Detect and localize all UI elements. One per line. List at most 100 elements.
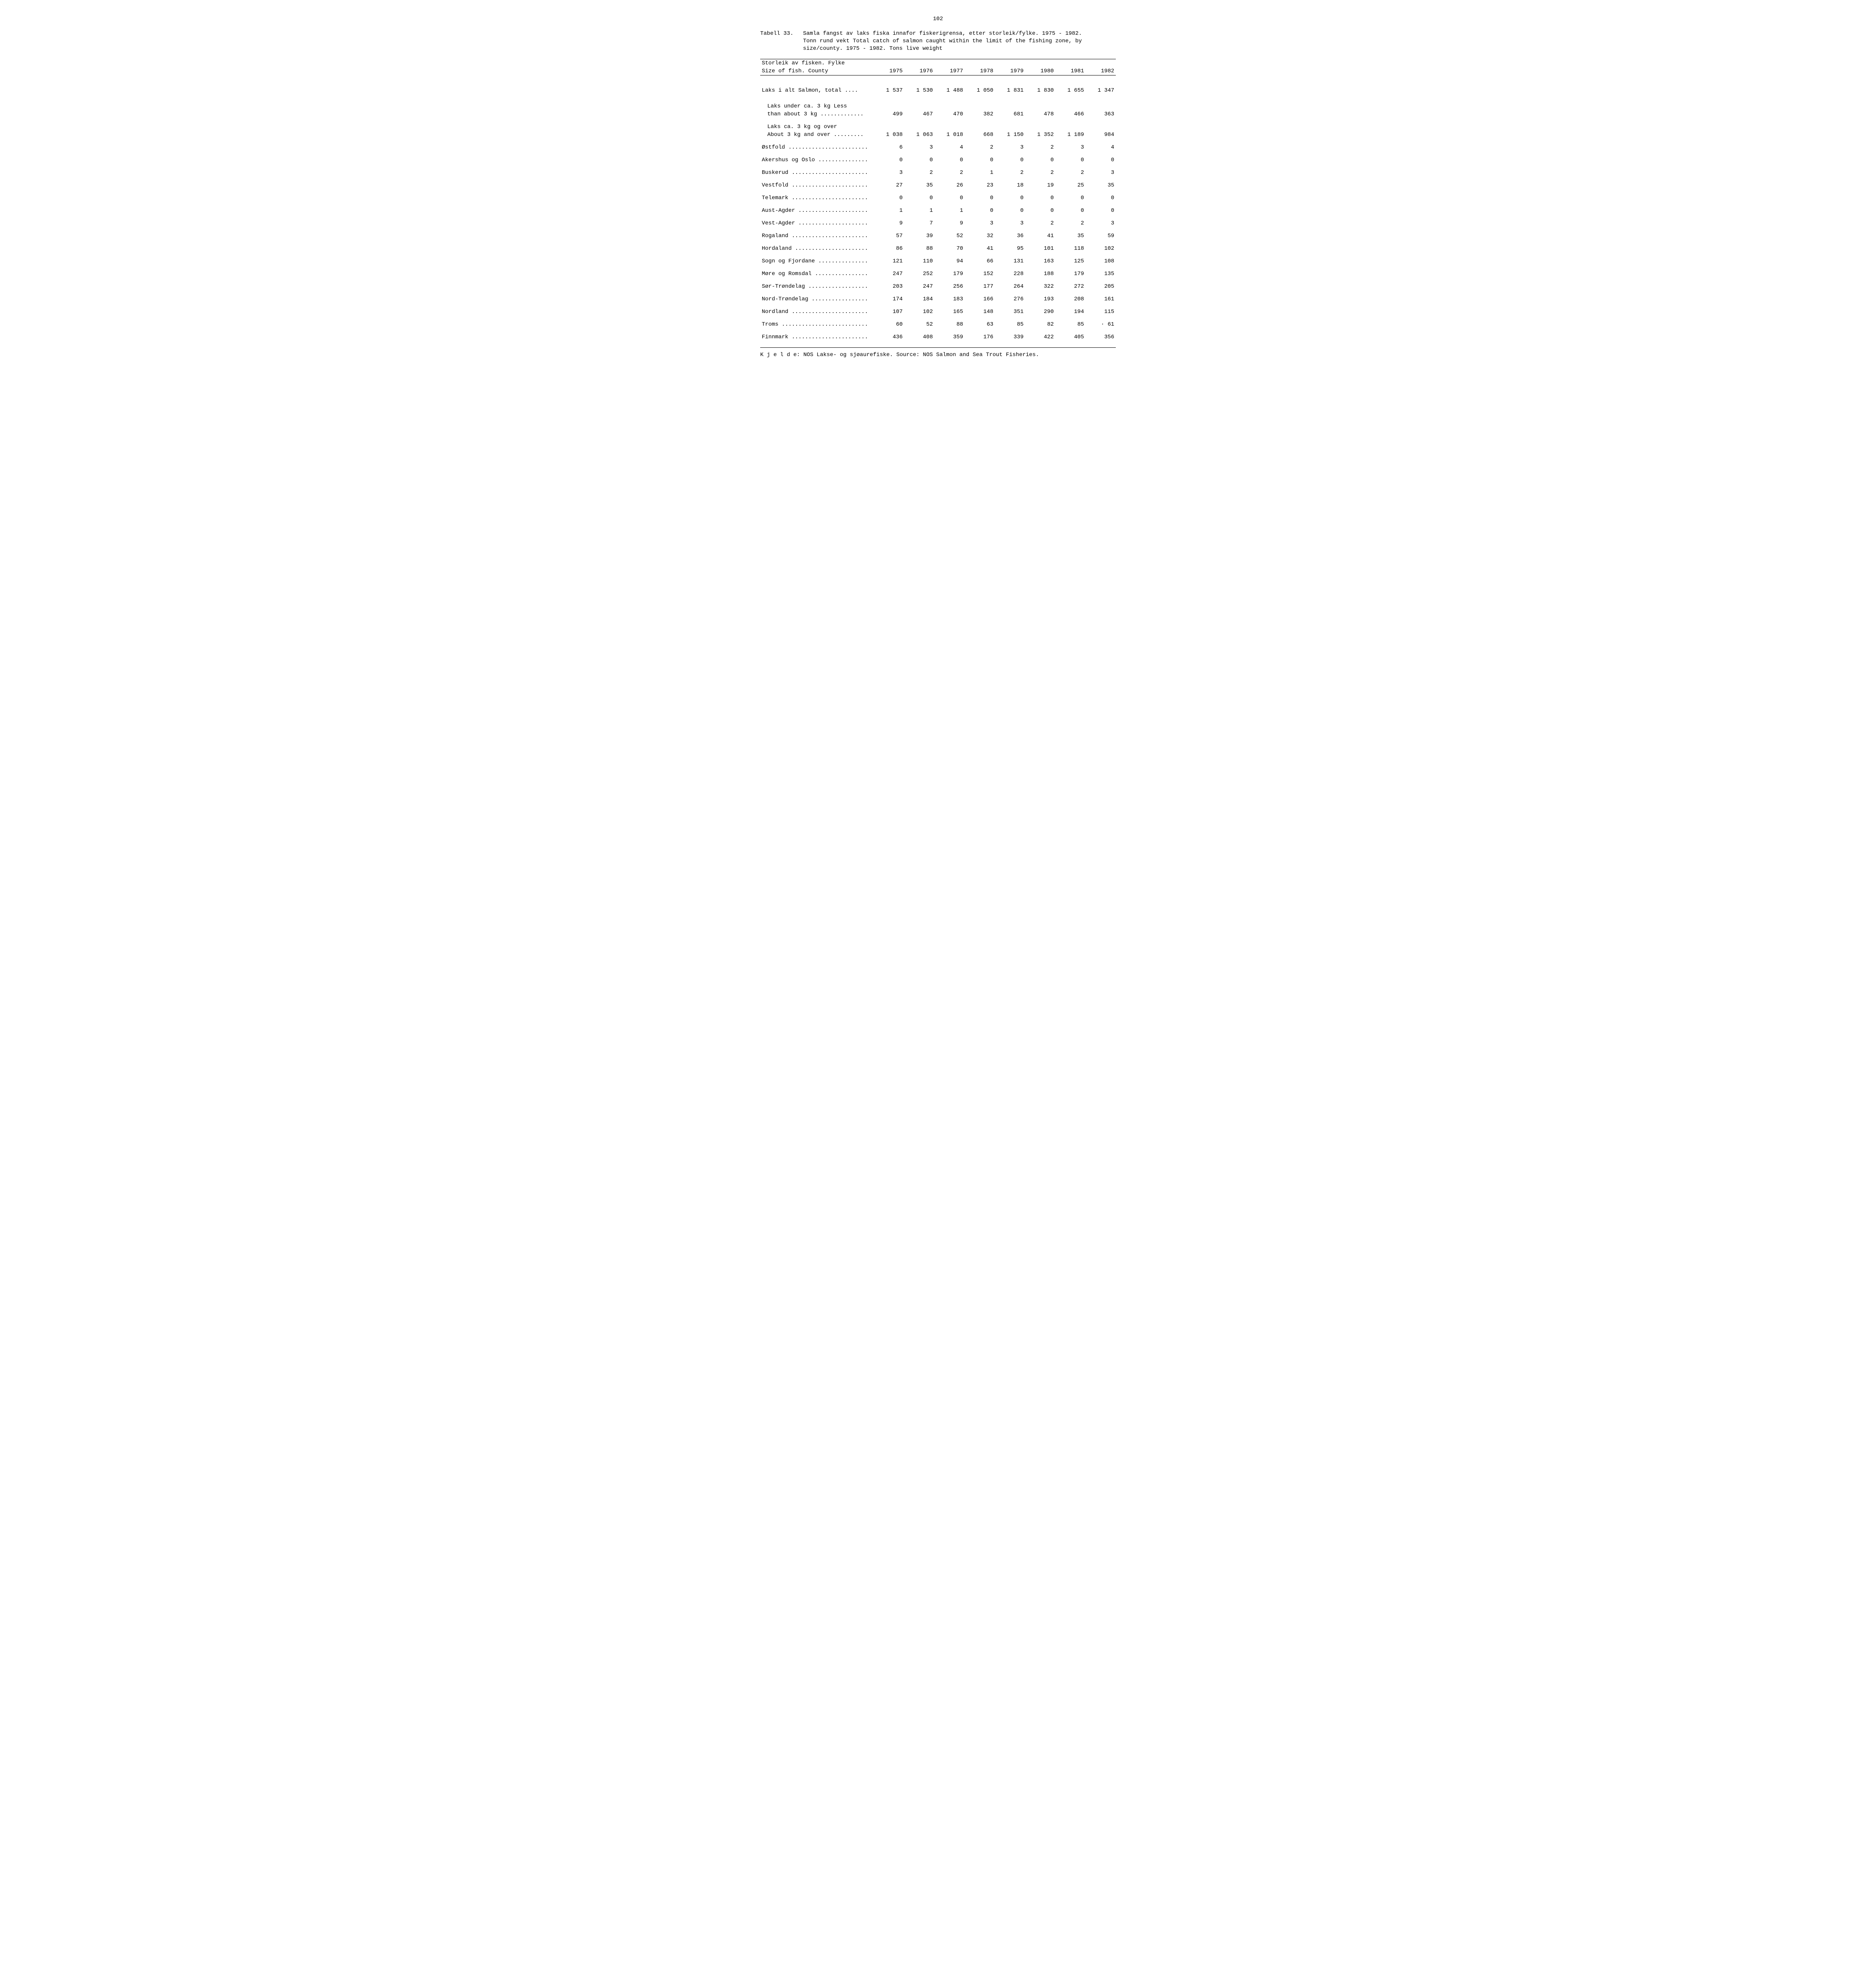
cell-finnmark-1976: 408 [904,333,935,341]
header-line2: Size of fish. County [760,67,874,75]
spacer-row [760,75,1116,87]
cell-total-1982: 1 347 [1086,87,1116,94]
row-label: Rogaland ....................... [760,232,874,240]
cell-austagder-1979: 0 [995,207,1025,215]
cell-hordaland-1978: 41 [965,245,995,253]
row-label: Buskerud ....................... [760,169,874,177]
cell-vestagder-1981: 2 [1055,219,1086,227]
row-label: Møre og Romsdal ................ [760,270,874,278]
cell-telemark-1978: 0 [965,194,995,202]
cell-under3-1978: 382 [965,110,995,118]
row-moreroms: Møre og Romsdal ................24725217… [760,270,1116,278]
cell-buskerud-1975: 3 [874,169,904,177]
row-label: Nordland ....................... [760,308,874,316]
cell-nordland-1976: 102 [904,308,935,316]
row-troms: Troms ..........................60528863… [760,321,1116,328]
cell-sognfj-1979: 131 [995,257,1025,265]
caption-line-3: size/county. 1975 - 1982. Tons live weig… [803,45,942,52]
cell-sortrond-1982: 205 [1086,283,1116,290]
spacer-row [760,164,1116,169]
cell-sognfj-1978: 66 [965,257,995,265]
cell-over3-1982: 984 [1086,131,1116,139]
row-label: Østfold ........................ [760,143,874,151]
cell-hordaland-1975: 86 [874,245,904,253]
spacer-row [760,189,1116,194]
footer-kjelde-text: NOS Lakse- og sjøaurefiske. [800,352,897,358]
cell-over3-1975: 1 038 [874,131,904,139]
cell-rogaland-1978: 32 [965,232,995,240]
cell-sortrond-1980: 322 [1025,283,1056,290]
col-year-1978: 1978 [965,67,995,75]
row-label: Sør-Trøndelag .................. [760,283,874,290]
cell-nordland-1978: 148 [965,308,995,316]
cell-sortrond-1981: 272 [1055,283,1086,290]
row-under3: than about 3 kg .............49946747038… [760,110,1116,118]
cell-under3-1982: 363 [1086,110,1116,118]
spacer-row [760,265,1116,270]
col-year-1981: 1981 [1055,67,1086,75]
cell-hordaland-1980: 101 [1025,245,1056,253]
cell-vestagder-1980: 2 [1025,219,1056,227]
cell-rogaland-1980: 41 [1025,232,1056,240]
cell-over3-1977: 1 018 [934,131,965,139]
cell-telemark-1976: 0 [904,194,935,202]
row-label: Hordaland ...................... [760,245,874,253]
cell-ostfold-1979: 3 [995,143,1025,151]
row-label: Telemark ....................... [760,194,874,202]
cell-hordaland-1982: 102 [1086,245,1116,253]
cell-sognfj-1982: 108 [1086,257,1116,265]
row-label: Finnmark ....................... [760,333,874,341]
cell-nordland-1977: 165 [934,308,965,316]
row-vestfold: Vestfold .......................27352623… [760,181,1116,189]
cell-nordtrond-1975: 174 [874,295,904,303]
cell-rogaland-1975: 57 [874,232,904,240]
spacer-row [760,215,1116,219]
cell-akershus-1975: 0 [874,156,904,164]
cell-nordland-1981: 194 [1055,308,1086,316]
cell-vestfold-1977: 26 [934,181,965,189]
cell-moreroms-1976: 252 [904,270,935,278]
row-under3-l1: Laks under ca. 3 kg Less [760,102,1116,110]
cell-finnmark-1980: 422 [1025,333,1056,341]
cell-nordtrond-1977: 183 [934,295,965,303]
row-buskerud: Buskerud .......................32212223 [760,169,1116,177]
cell-vestagder-1979: 3 [995,219,1025,227]
cell-vestfold-1980: 19 [1025,181,1056,189]
row-label: Laks i alt Salmon, total .... [760,87,874,94]
cell-vestfold-1978: 23 [965,181,995,189]
row-akershus: Akershus og Oslo ...............00000000 [760,156,1116,164]
cell-under3-1979: 681 [995,110,1025,118]
row-ostfold: Østfold ........................63423234 [760,143,1116,151]
cell-troms-1980: 82 [1025,321,1056,328]
cell-finnmark-1975: 436 [874,333,904,341]
cell-troms-1979: 85 [995,321,1025,328]
cell-moreroms-1977: 179 [934,270,965,278]
cell-ostfold-1977: 4 [934,143,965,151]
cell-finnmark-1977: 359 [934,333,965,341]
cell-buskerud-1982: 3 [1086,169,1116,177]
row-label: Troms .......................... [760,321,874,328]
cell-nordtrond-1978: 166 [965,295,995,303]
cell-sognfj-1981: 125 [1055,257,1086,265]
cell-hordaland-1979: 95 [995,245,1025,253]
cell-sortrond-1977: 256 [934,283,965,290]
row-label: About 3 kg and over ......... [760,131,874,139]
cell-nordtrond-1979: 276 [995,295,1025,303]
cell-ostfold-1980: 2 [1025,143,1056,151]
cell-austagder-1980: 0 [1025,207,1056,215]
cell-troms-1975: 60 [874,321,904,328]
cell-total-1975: 1 537 [874,87,904,94]
row-sortrond: Sør-Trøndelag ..................20324725… [760,283,1116,290]
spacer-row [760,290,1116,295]
cell-moreroms-1981: 179 [1055,270,1086,278]
cell-telemark-1981: 0 [1055,194,1086,202]
col-year-1982: 1982 [1086,67,1116,75]
cell-vestagder-1977: 9 [934,219,965,227]
cell-buskerud-1978: 1 [965,169,995,177]
caption-text: Samla fangst av laks fiska innafor fiske… [803,30,1115,53]
cell-rogaland-1982: 59 [1086,232,1116,240]
cell-under3-1980: 478 [1025,110,1056,118]
cell-nordland-1979: 351 [995,308,1025,316]
cell-troms-1981: 85 [1055,321,1086,328]
spacer-row [760,240,1116,245]
